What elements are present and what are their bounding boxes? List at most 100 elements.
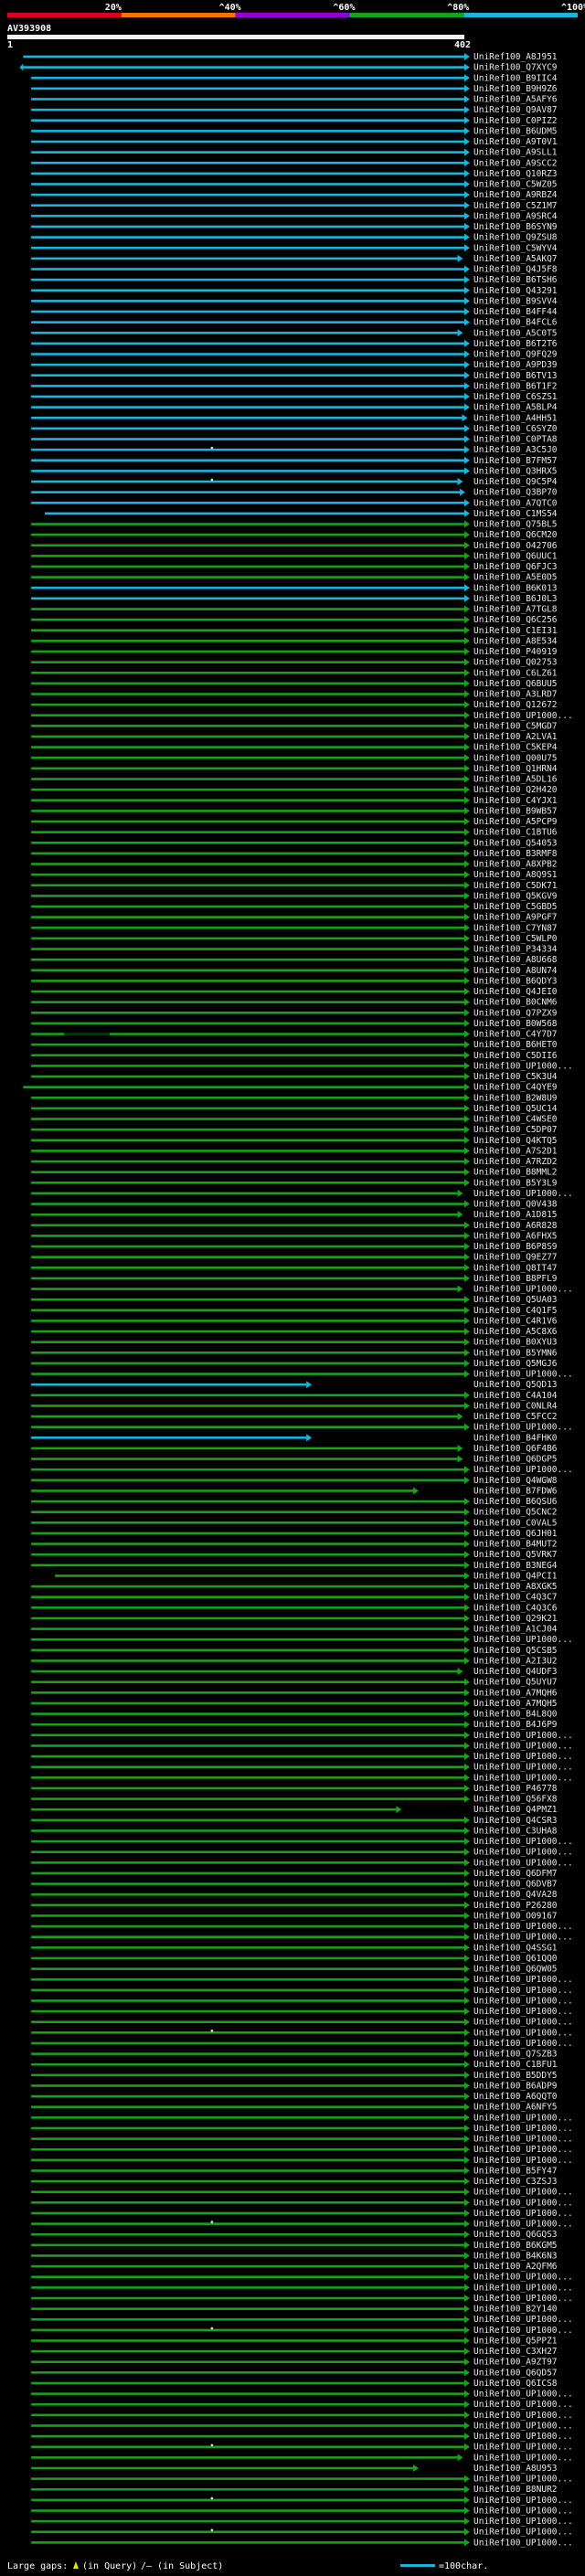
- hit-row[interactable]: UniRef100_UP1000...: [31, 1996, 573, 2006]
- hit-row[interactable]: UniRef100_UP1000...: [31, 1731, 573, 1741]
- hit-row[interactable]: UniRef100_C0VAL5: [31, 1518, 558, 1528]
- hit-row[interactable]: UniRef100_C3XH27: [31, 2347, 558, 2357]
- hit-row[interactable]: UniRef100_A4HH51: [31, 413, 558, 423]
- hit-row[interactable]: UniRef100_UP1000...: [31, 1370, 573, 1380]
- hit-row[interactable]: UniRef100_B9WB57: [31, 806, 558, 816]
- hit-row[interactable]: UniRef100_Q0V438: [31, 1200, 558, 1210]
- hit-row[interactable]: UniRef100_B6QDY3: [31, 976, 558, 986]
- hit-row[interactable]: UniRef100_B5DDY5: [31, 2071, 558, 2081]
- hit-row[interactable]: UniRef100_B0XYU3: [31, 1338, 558, 1348]
- hit-row[interactable]: UniRef100_Q9EZ77: [31, 1253, 558, 1263]
- hit-row[interactable]: UniRef100_UP1000...: [31, 1285, 573, 1295]
- hit-row[interactable]: UniRef100_UP1000...: [31, 2145, 573, 2155]
- hit-row[interactable]: UniRef100_Q3BP70: [31, 488, 558, 498]
- hit-row[interactable]: UniRef100_B6UDM5: [31, 126, 558, 136]
- hit-row[interactable]: UniRef100_Q4JEI0: [31, 987, 558, 997]
- hit-row[interactable]: UniRef100_A8E534: [31, 636, 558, 646]
- hit-row[interactable]: UniRef100_C3ZSJ3: [31, 2177, 558, 2187]
- hit-row[interactable]: UniRef100_A7MQH6: [31, 1688, 558, 1698]
- hit-row[interactable]: UniRef100_B8MML2: [31, 1168, 558, 1178]
- hit-row[interactable]: UniRef100_C4Q3C6: [31, 1603, 558, 1613]
- hit-row[interactable]: UniRef100_C4Y7D7: [31, 1030, 558, 1040]
- hit-row[interactable]: UniRef100_UP1000...: [31, 2039, 573, 2049]
- hit-row[interactable]: UniRef100_Q6C256: [31, 615, 558, 625]
- hit-row[interactable]: UniRef100_A9SRC4: [31, 211, 558, 221]
- hit-row[interactable]: UniRef100_Q4WGW8: [31, 1476, 558, 1486]
- hit-row[interactable]: UniRef100_UP1000...: [31, 2294, 573, 2304]
- hit-row[interactable]: UniRef100_C1BTU6: [31, 828, 558, 838]
- hit-row[interactable]: UniRef100_UP1000...: [31, 1922, 573, 1932]
- hit-row[interactable]: UniRef100_A5AKQ7: [31, 254, 558, 264]
- hit-row[interactable]: UniRef100_UP1000...: [31, 2028, 573, 2038]
- hit-row[interactable]: UniRef100_Q9C5P4: [31, 477, 558, 487]
- hit-row[interactable]: UniRef100_Q5UA03: [31, 1295, 558, 1305]
- hit-row[interactable]: UniRef100_UP1000...: [31, 1752, 573, 1762]
- hit-row[interactable]: UniRef100_C1BFU1: [31, 2060, 558, 2070]
- hit-row[interactable]: UniRef100_A2I3U2: [31, 1656, 558, 1666]
- hit-row[interactable]: UniRef100_UP1000...: [31, 1986, 573, 1996]
- hit-row[interactable]: UniRef100_Q6JH01: [31, 1529, 558, 1539]
- hit-row[interactable]: UniRef100_A3LRD7: [31, 690, 558, 700]
- hit-row[interactable]: UniRef100_UP1000...: [31, 2188, 573, 2198]
- hit-row[interactable]: UniRef100_UP1000...: [31, 2198, 573, 2208]
- hit-row[interactable]: UniRef100_Q5PPZ1: [31, 2336, 558, 2346]
- hit-row[interactable]: UniRef100_A6NFY5: [31, 2103, 558, 2113]
- hit-row[interactable]: UniRef100_UP1000...: [31, 2018, 573, 2028]
- hit-row[interactable]: UniRef100_B6SYN9: [31, 222, 558, 232]
- hit-row[interactable]: UniRef100_C4QYE9: [23, 1083, 558, 1093]
- hit-row[interactable]: UniRef100_UP1000...: [31, 1741, 573, 1751]
- hit-row[interactable]: UniRef100_Q4PCI1: [55, 1571, 558, 1581]
- hit-row[interactable]: UniRef100_A2QFM6: [31, 2262, 558, 2272]
- hit-row[interactable]: UniRef100_Q6ICS8: [31, 2379, 558, 2389]
- hit-row[interactable]: UniRef100_UP1000...: [31, 2124, 573, 2134]
- hit-row[interactable]: UniRef100_B2Y140: [31, 2305, 558, 2315]
- hit-row[interactable]: UniRef100_A9RBZ4: [31, 190, 558, 200]
- hit-row[interactable]: UniRef100_C3UHA8: [31, 1826, 558, 1836]
- hit-row[interactable]: UniRef100_A9T0V1: [31, 137, 558, 147]
- hit-row[interactable]: UniRef100_Q6F4B6: [31, 1444, 558, 1454]
- hit-row[interactable]: UniRef100_A9SLL1: [31, 148, 558, 158]
- hit-row[interactable]: UniRef100_UP1000...: [31, 1189, 573, 1199]
- hit-row[interactable]: UniRef100_A7MQH5: [31, 1699, 558, 1709]
- hit-row[interactable]: UniRef100_C4Q3C7: [31, 1593, 558, 1603]
- hit-row[interactable]: UniRef100_C0PIZ2: [31, 116, 558, 126]
- hit-row[interactable]: UniRef100_A8J951: [23, 52, 558, 62]
- hit-row[interactable]: UniRef100_B4K6N3: [31, 2251, 558, 2261]
- hit-row[interactable]: UniRef100_P40919: [31, 647, 558, 657]
- hit-row[interactable]: UniRef100_UP1000...: [31, 2517, 573, 2527]
- hit-row[interactable]: UniRef100_Q54053: [31, 838, 558, 848]
- hit-row[interactable]: UniRef100_UP1000...: [31, 1773, 573, 1783]
- hit-row[interactable]: UniRef100_UP1000...: [31, 2496, 573, 2506]
- hit-row[interactable]: UniRef100_B4L8Q0: [31, 1710, 558, 1720]
- hit-row[interactable]: UniRef100_Q00U75: [31, 753, 558, 763]
- hit-row[interactable]: UniRef100_Q02753: [31, 658, 558, 668]
- hit-row[interactable]: UniRef100_Q5MGJ6: [31, 1359, 558, 1369]
- hit-row[interactable]: UniRef100_B5YMN6: [31, 1348, 558, 1358]
- hit-row[interactable]: UniRef100_A7S2D1: [31, 1146, 558, 1156]
- hit-row[interactable]: UniRef100_B6KGM5: [31, 2241, 558, 2251]
- hit-row[interactable]: UniRef100_A5DL16: [31, 775, 558, 785]
- hit-row[interactable]: UniRef100_Q7PZX9: [31, 1008, 558, 1018]
- hit-row[interactable]: UniRef100_C4R1V6: [31, 1316, 558, 1326]
- hit-row[interactable]: UniRef100_B5FY47: [31, 2166, 558, 2176]
- hit-row[interactable]: UniRef100_UP1000...: [31, 2007, 573, 2017]
- hit-row[interactable]: UniRef100_A8U953: [31, 2464, 558, 2474]
- hit-row[interactable]: UniRef100_UP1000...: [31, 1061, 573, 1071]
- hit-row[interactable]: UniRef100_Q5UYU7: [31, 1678, 558, 1688]
- hit-row[interactable]: UniRef100_Q6FJC3: [31, 562, 558, 572]
- hit-row[interactable]: UniRef100_A9PD39: [31, 360, 558, 370]
- hit-row[interactable]: UniRef100_UP1000...: [31, 2411, 573, 2421]
- hit-row[interactable]: UniRef100_UP1000...: [31, 1635, 573, 1645]
- hit-row[interactable]: UniRef100_Q6DVB7: [31, 1880, 558, 1890]
- hit-row[interactable]: UniRef100_B9IIC4: [31, 73, 558, 83]
- hit-row[interactable]: UniRef100_Q5KGV9: [31, 891, 558, 901]
- hit-row[interactable]: UniRef100_UP1000...: [31, 2528, 573, 2538]
- hit-row[interactable]: UniRef100_B0CNM6: [31, 998, 558, 1008]
- hit-row[interactable]: UniRef100_A5BLP4: [31, 403, 558, 413]
- hit-row[interactable]: UniRef100_B8NUR2: [31, 2485, 558, 2495]
- hit-row[interactable]: UniRef100_B6HET0: [31, 1040, 558, 1050]
- hit-row[interactable]: UniRef100_Q4PMZ1: [31, 1805, 558, 1815]
- hit-row[interactable]: UniRef100_C5Z1M7: [31, 201, 558, 211]
- hit-row[interactable]: UniRef100_Q9ZSU8: [31, 233, 558, 243]
- hit-row[interactable]: UniRef100_A9SCC2: [31, 158, 558, 168]
